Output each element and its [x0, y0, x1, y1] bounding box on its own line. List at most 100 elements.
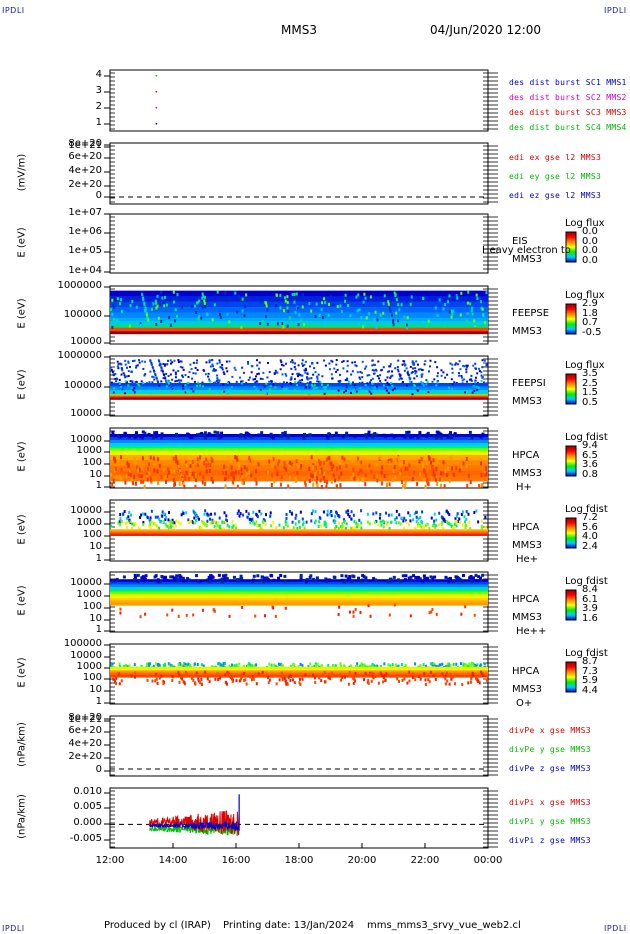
spectro-pixel: [312, 373, 315, 376]
spectro-pixel: [226, 370, 229, 373]
spectro-pixel: [322, 476, 325, 481]
spectro-pixel: [269, 511, 272, 515]
spectro-pixel: [420, 525, 423, 529]
spectro-pixel: [444, 376, 447, 379]
spectro-pixel: [440, 369, 443, 372]
spectro-pixel: [382, 676, 385, 680]
spectro-pixel: [161, 296, 164, 300]
spectro-pixel: [211, 365, 214, 368]
spectro-pixel: [419, 516, 422, 520]
spectro-pixel: [399, 374, 402, 377]
spectro-pixel: [155, 301, 158, 305]
spectro-pixel: [217, 677, 220, 681]
spectro-band: [110, 386, 488, 391]
spectro-pixel: [268, 380, 271, 383]
spectro-pixel: [235, 663, 238, 667]
spectro-pixel: [337, 521, 340, 525]
spectro-pixel: [120, 455, 123, 460]
spectro-pixel: [251, 517, 254, 521]
spectro-pixel: [450, 378, 453, 381]
yaxis-label: E (eV): [16, 441, 28, 472]
spectro-pixel: [287, 676, 290, 680]
spectro-pixel: [438, 391, 441, 394]
spectro-pixel: [370, 435, 374, 439]
spectro-pixel: [270, 473, 273, 478]
spectro-pixel: [312, 577, 316, 581]
spectro-pixel: [334, 478, 337, 483]
spectro-pixel: [257, 462, 260, 467]
spectro-pixel: [362, 300, 365, 304]
spectro-pixel: [339, 304, 342, 308]
spectro-pixel: [484, 470, 487, 475]
spectro-pixel: [415, 370, 418, 373]
spectro-pixel: [262, 520, 265, 524]
spectro-pixel: [455, 520, 458, 524]
spectro-pixel: [110, 366, 113, 369]
colorbar-value: 7.2: [582, 512, 598, 523]
ytick-label: 100: [82, 672, 102, 683]
spectro-pixel: [226, 523, 229, 527]
spectro-pixel: [140, 664, 143, 668]
colorbar-value: 0.0: [582, 226, 598, 237]
spectro-pixel: [296, 306, 299, 310]
ytick-label: 10000: [70, 408, 102, 419]
spectro-pixel: [460, 464, 463, 469]
spectro-pixel: [359, 611, 362, 615]
spectro-pixel: [138, 384, 141, 387]
spectro-pixel: [208, 361, 211, 364]
spectro-pixel: [225, 360, 228, 363]
spectro-pixel: [119, 298, 122, 302]
spectro-pixel: [147, 663, 150, 667]
spectro-pixel: [466, 312, 469, 316]
spectro-pixel: [232, 474, 235, 479]
spectro-pixel: [142, 520, 145, 524]
spectro-pixel: [196, 463, 199, 468]
spectro-pixel: [119, 385, 122, 388]
spectro-pixel: [356, 456, 359, 461]
spectro-pixel: [247, 378, 250, 381]
instrument-label: HPCA: [512, 450, 540, 461]
spectro-pixel: [187, 662, 190, 666]
hpca-he-orange: [110, 529, 488, 535]
colorbar: [565, 445, 577, 477]
spectro-pixel: [141, 293, 144, 297]
spectro-pixel: [175, 456, 178, 461]
spectro-pixel: [273, 372, 276, 375]
spectro-pixel: [309, 662, 312, 666]
spectro-pixel: [480, 380, 483, 383]
spectro-pixel: [121, 519, 124, 523]
spectro-pixel: [165, 363, 168, 366]
spectro-pixel: [393, 465, 396, 470]
datetime-title: 04/Jun/2020 12:00: [430, 23, 542, 37]
spectro-pixel: [382, 520, 385, 524]
spectro-pixel: [199, 471, 202, 476]
spectro-pixel: [366, 520, 369, 524]
spectro-pixel: [189, 467, 192, 472]
spectro-pixel: [321, 301, 324, 305]
spectro-pixel: [324, 364, 327, 367]
spectro-pixel: [195, 574, 199, 578]
spectro-pixel: [406, 371, 409, 374]
spectro-pixel: [433, 378, 436, 381]
colorbar-value: 0.7: [582, 317, 598, 328]
spectro-pixel: [120, 373, 123, 376]
spectro-pixel: [195, 384, 198, 387]
spectro-pixel: [256, 373, 259, 376]
spectro-pixel: [401, 480, 404, 485]
spectro-pixel: [119, 384, 122, 387]
spectro-pixel: [169, 575, 173, 579]
spectro-pixel: [191, 521, 194, 525]
spectro-pixel: [344, 379, 347, 382]
spectro-pixel: [404, 674, 407, 678]
spectro-pixel: [470, 309, 473, 313]
spectro-pixel: [389, 376, 392, 379]
spectro-pixel: [454, 519, 457, 523]
spectro-pixel: [432, 524, 435, 528]
spectro-pixel: [209, 521, 212, 525]
spectro-pixel: [435, 664, 438, 668]
spectro-pixel: [153, 468, 156, 473]
spectro-pixel: [213, 520, 216, 524]
spectro-pixel: [246, 515, 249, 519]
spectro-pixel: [255, 388, 258, 391]
divpi-series-line: [148, 810, 240, 836]
